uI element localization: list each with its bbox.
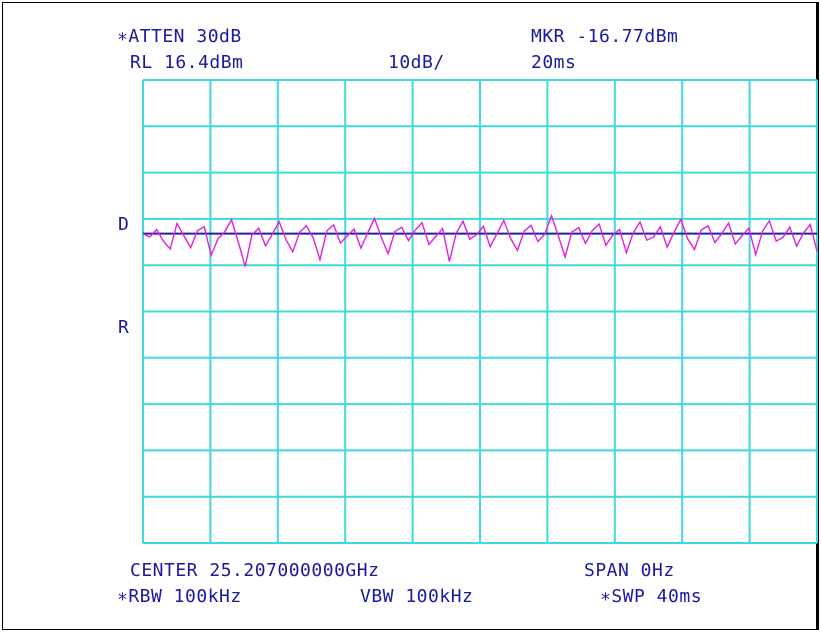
sweep-time-readout: 20ms [531, 52, 577, 73]
scale-readout: 10dB/ [388, 52, 445, 73]
signal-trace [142, 213, 818, 267]
marker-readout: MKR -16.77dBm [531, 26, 679, 47]
center-frequency-readout: CENTER 25.207000000GHz [130, 560, 380, 581]
span-readout: SPAN 0Hz [584, 560, 675, 581]
reference-marker: R [118, 317, 130, 338]
vbw-readout: VBW 100kHz [360, 586, 474, 607]
display-line-marker: D [118, 214, 130, 235]
sweep-readout: ∗SWP 40ms [600, 586, 703, 607]
reference-level-readout: RL 16.4dBm [130, 52, 244, 73]
rbw-readout: ∗RBW 100kHz [117, 586, 242, 607]
attenuation-readout: ∗ATTEN 30dB [117, 26, 242, 47]
